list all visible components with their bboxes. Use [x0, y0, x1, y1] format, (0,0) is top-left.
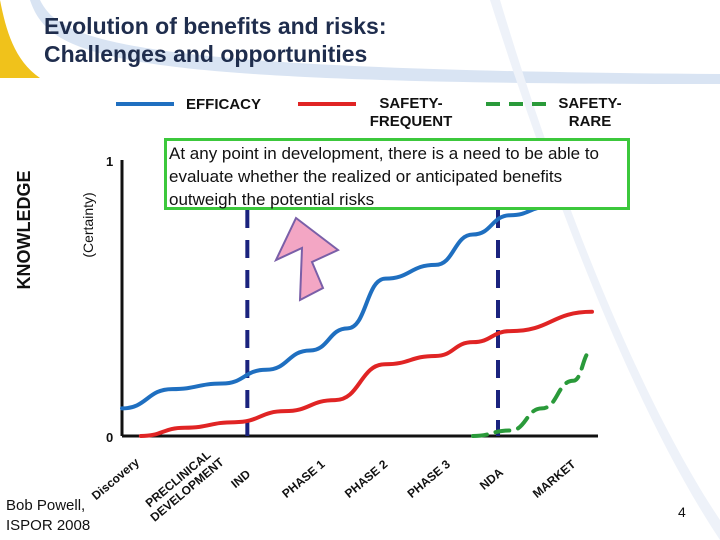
legend-swatches	[116, 102, 548, 106]
callout-arrow	[273, 216, 340, 302]
x-tick-label-text: Discovery	[89, 455, 142, 503]
series-line-efficacy	[120, 180, 594, 411]
author-event: ISPOR 2008	[6, 517, 91, 534]
legend-label-safety-frequent-line2: FREQUENT	[369, 113, 453, 130]
x-tick-label-text: PHASE 1	[279, 457, 328, 501]
x-tick-label-text: IND	[228, 467, 253, 491]
legend-label-efficacy: EFFICACY	[186, 96, 261, 113]
x-tick-label-text: PRECLINICALDEVELOPMENT	[139, 444, 227, 525]
x-tick-label: PHASE 1	[279, 457, 328, 501]
x-tick-label: NDA	[477, 465, 506, 493]
legend-label-safety-frequent: SAFETY- FREQUENT	[356, 95, 466, 131]
x-tick-label: PHASE 3	[405, 457, 454, 501]
x-tick-label-text: MARKET	[530, 457, 579, 501]
legend-label-safety-frequent-line1: SAFETY-	[379, 95, 443, 112]
x-tick-label: PRECLINICALDEVELOPMENT	[139, 444, 227, 525]
legend-label-safety-rare-line1: SAFETY-	[558, 95, 622, 112]
series-line-safety-frequent	[138, 309, 594, 438]
slide-title: Evolution of benefits and risks: Challen…	[44, 12, 386, 68]
author-name: Bob Powell,	[6, 497, 86, 514]
x-tick-label: PHASE 2	[342, 457, 391, 501]
x-tick-label-text: PHASE 3	[405, 457, 454, 501]
x-tick-label-text: NDA	[477, 465, 506, 493]
slide-title-line1: Evolution of benefits and risks:	[44, 13, 387, 39]
y-tick-label: 1	[106, 154, 113, 169]
callout-box: At any point in development, there is a …	[164, 138, 630, 210]
x-tick-label: IND	[228, 467, 253, 491]
author-credit: Bob Powell, ISPOR 2008	[6, 496, 90, 536]
y-axis-label: KNOWLEDGE	[14, 170, 34, 290]
y-axis-sublabel: (Certainty)	[80, 192, 96, 258]
x-tick-label: Discovery	[89, 455, 142, 503]
y-tick-label: 0	[106, 430, 113, 445]
legend-label-safety-rare: SAFETY- RARE	[546, 95, 634, 131]
x-tick-label-text: PHASE 2	[342, 457, 391, 501]
series-line-safety-rare	[470, 348, 594, 438]
page-number: 4	[678, 504, 686, 520]
x-tick-label: MARKET	[530, 457, 579, 501]
legend-label-safety-rare-line2: RARE	[568, 113, 612, 130]
slide-title-line2: Challenges and opportunities	[44, 41, 368, 67]
